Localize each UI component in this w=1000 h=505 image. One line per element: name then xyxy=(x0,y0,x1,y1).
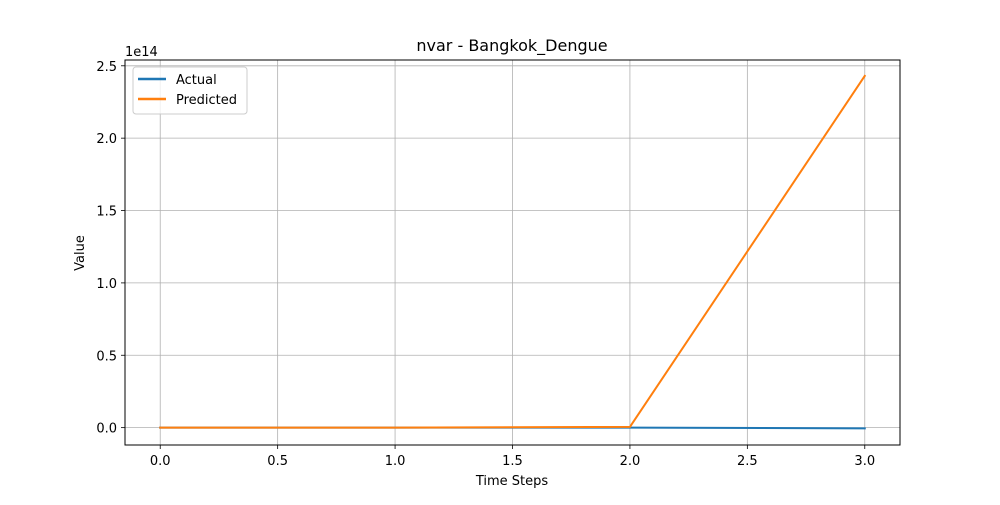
legend-label-predicted: Predicted xyxy=(176,93,237,108)
y-tick-label: 2.5 xyxy=(96,60,117,75)
y-tick-label: 2.0 xyxy=(96,132,117,147)
series-line-predicted xyxy=(159,74,867,429)
x-tick-label: 0.0 xyxy=(150,454,171,469)
y-tick-label: 0.5 xyxy=(96,349,117,364)
y-axis-offset-text: 1e14 xyxy=(125,45,158,60)
axis-ticks: 0.0 0.5 1.0 1.5 2.0 2.5 3.0 0.0 0.5 1.0 1.5 2.0 2.5 xyxy=(96,60,875,469)
x-tick-label: 2.0 xyxy=(620,454,641,469)
y-axis-label: Value xyxy=(73,235,88,271)
legend: Actual Predicted xyxy=(132,66,248,115)
y-tick-label: 1.0 xyxy=(96,277,117,292)
y-tick-label: 0.0 xyxy=(96,422,117,437)
y-tick-label: 1.5 xyxy=(96,205,117,220)
x-tick-label: 1.5 xyxy=(502,454,523,469)
grid xyxy=(125,60,900,445)
series-lines xyxy=(159,74,867,430)
x-axis-label: Time Steps xyxy=(475,474,549,489)
x-tick-label: 0.5 xyxy=(267,454,288,469)
x-tick-label: 1.0 xyxy=(385,454,406,469)
x-tick-label: 3.0 xyxy=(854,454,875,469)
legend-label-actual: Actual xyxy=(176,73,217,88)
chart-title: nvar - Bangkok_Dengue xyxy=(416,36,607,56)
x-tick-label: 2.5 xyxy=(737,454,758,469)
